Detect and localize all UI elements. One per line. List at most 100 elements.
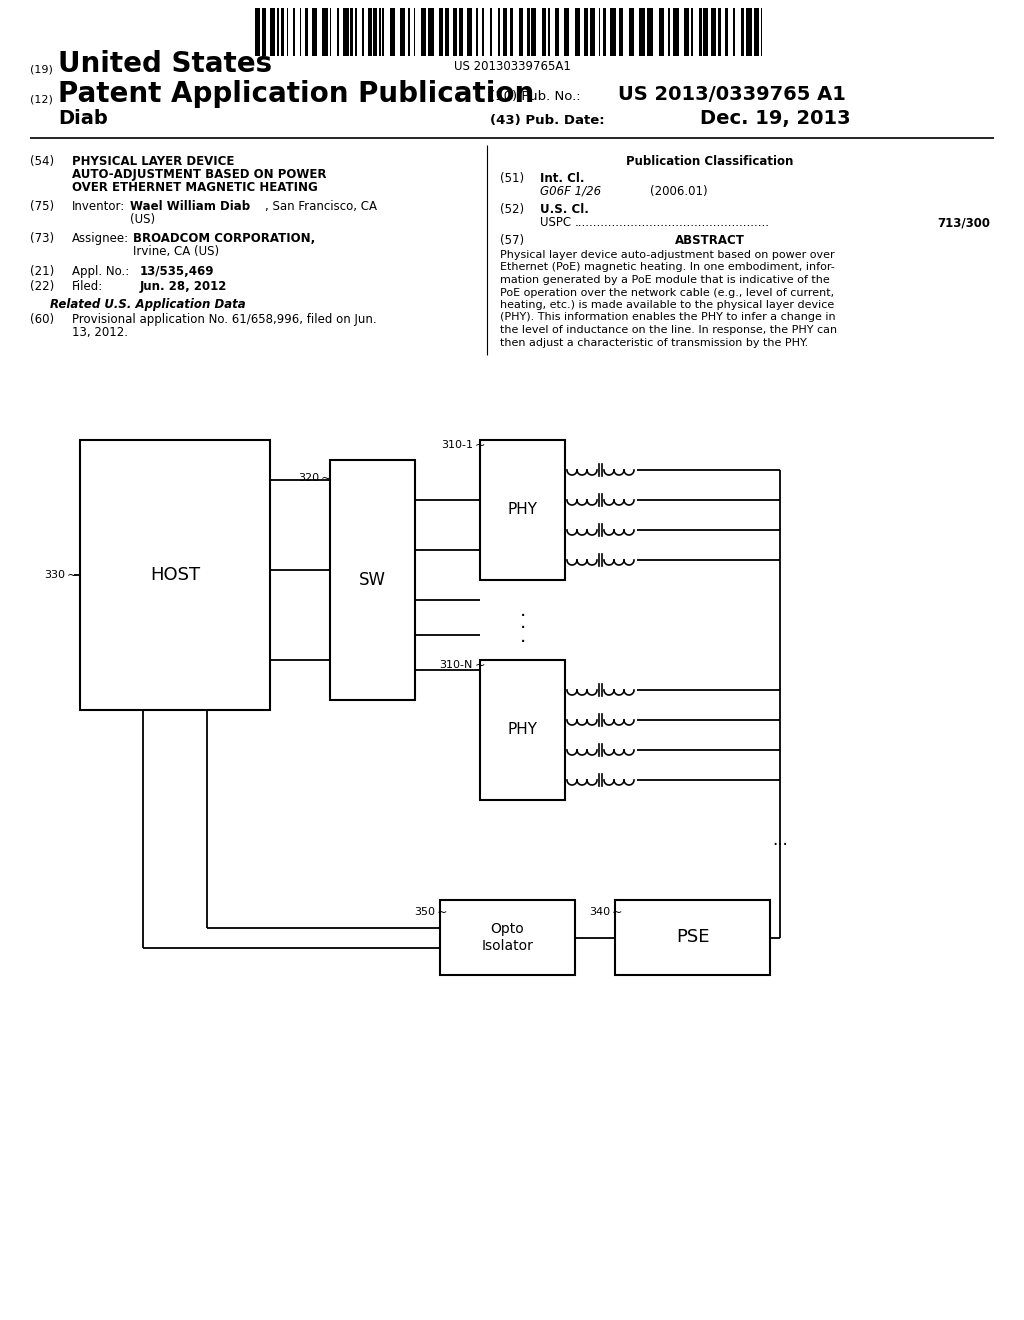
Bar bbox=[281, 8, 284, 55]
Text: (73): (73) bbox=[30, 232, 54, 246]
Text: Provisional application No. 61/658,996, filed on Jun.: Provisional application No. 61/658,996, … bbox=[72, 313, 377, 326]
Text: USPC: USPC bbox=[540, 216, 571, 228]
Text: 310-N: 310-N bbox=[439, 660, 473, 671]
Text: PHYSICAL LAYER DEVICE: PHYSICAL LAYER DEVICE bbox=[72, 154, 234, 168]
Bar bbox=[668, 8, 670, 55]
Text: (21): (21) bbox=[30, 265, 54, 279]
Text: mation generated by a PoE module that is indicative of the: mation generated by a PoE module that is… bbox=[500, 275, 829, 285]
Bar bbox=[440, 900, 575, 975]
Bar bbox=[629, 8, 634, 55]
Text: (19): (19) bbox=[30, 63, 53, 74]
Text: ~: ~ bbox=[437, 906, 447, 919]
Text: Wael William Diab: Wael William Diab bbox=[130, 201, 250, 213]
Text: Physical layer device auto-adjustment based on power over: Physical layer device auto-adjustment ba… bbox=[500, 249, 835, 260]
Text: .: . bbox=[519, 601, 525, 619]
Text: ~: ~ bbox=[67, 569, 78, 582]
Text: then adjust a characteristic of transmission by the PHY.: then adjust a characteristic of transmis… bbox=[500, 338, 808, 347]
Bar bbox=[711, 8, 716, 55]
Text: PoE operation over the network cable (e.g., level of current,: PoE operation over the network cable (e.… bbox=[500, 288, 835, 297]
Text: (57): (57) bbox=[500, 234, 524, 247]
Bar bbox=[293, 8, 295, 55]
Bar bbox=[270, 8, 275, 55]
Bar bbox=[732, 8, 734, 55]
Bar bbox=[408, 8, 410, 55]
Bar bbox=[518, 8, 522, 55]
Bar bbox=[761, 8, 762, 55]
Bar bbox=[526, 8, 529, 55]
Text: 330: 330 bbox=[44, 570, 65, 579]
Text: Appl. No.:: Appl. No.: bbox=[72, 265, 129, 279]
Bar bbox=[287, 8, 288, 55]
Bar bbox=[480, 440, 565, 579]
Text: (12): (12) bbox=[30, 94, 53, 104]
Bar bbox=[467, 8, 471, 55]
Bar bbox=[444, 8, 449, 55]
Text: Ethernet (PoE) magnetic heating. In one embodiment, infor-: Ethernet (PoE) magnetic heating. In one … bbox=[500, 263, 835, 272]
Bar bbox=[299, 8, 301, 55]
Text: 320: 320 bbox=[298, 473, 319, 483]
Bar bbox=[564, 8, 569, 55]
Text: Jun. 28, 2012: Jun. 28, 2012 bbox=[140, 280, 227, 293]
Bar bbox=[698, 8, 701, 55]
Bar bbox=[745, 8, 752, 55]
Text: PSE: PSE bbox=[676, 928, 710, 946]
Bar bbox=[330, 459, 415, 700]
Text: (52): (52) bbox=[500, 203, 524, 216]
Bar bbox=[646, 8, 652, 55]
Bar bbox=[690, 8, 692, 55]
Bar bbox=[480, 660, 565, 800]
Text: OVER ETHERNET MAGNETIC HEATING: OVER ETHERNET MAGNETIC HEATING bbox=[72, 181, 317, 194]
Text: , San Francisco, CA: , San Francisco, CA bbox=[265, 201, 377, 213]
Bar bbox=[438, 8, 442, 55]
Bar bbox=[703, 8, 708, 55]
Text: Irvine, CA (US): Irvine, CA (US) bbox=[133, 246, 219, 257]
Text: (22): (22) bbox=[30, 280, 54, 293]
Bar bbox=[590, 8, 595, 55]
Bar bbox=[80, 440, 270, 710]
Bar bbox=[555, 8, 559, 55]
Text: ~: ~ bbox=[321, 471, 332, 484]
Bar bbox=[475, 8, 477, 55]
Text: 13/535,469: 13/535,469 bbox=[140, 265, 214, 279]
Text: 350: 350 bbox=[414, 907, 435, 917]
Bar bbox=[427, 8, 433, 55]
Bar bbox=[414, 8, 415, 55]
Bar bbox=[489, 8, 492, 55]
Text: Diab: Diab bbox=[58, 110, 108, 128]
Text: United States: United States bbox=[58, 50, 272, 78]
Text: (43) Pub. Date:: (43) Pub. Date: bbox=[490, 114, 604, 127]
Text: Related U.S. Application Data: Related U.S. Application Data bbox=[50, 298, 246, 312]
Text: SW: SW bbox=[359, 572, 386, 589]
Text: Patent Application Publication: Patent Application Publication bbox=[58, 81, 535, 108]
Text: 310-1: 310-1 bbox=[441, 440, 473, 450]
Bar bbox=[503, 8, 507, 55]
Bar bbox=[548, 8, 550, 55]
Text: (60): (60) bbox=[30, 313, 54, 326]
Bar bbox=[639, 8, 645, 55]
Text: Inventor:: Inventor: bbox=[72, 201, 125, 213]
Text: heating, etc.) is made available to the physical layer device: heating, etc.) is made available to the … bbox=[500, 300, 835, 310]
Bar bbox=[354, 8, 356, 55]
Bar bbox=[459, 8, 463, 55]
Text: BROADCOM CORPORATION,: BROADCOM CORPORATION, bbox=[133, 232, 315, 246]
Text: 713/300: 713/300 bbox=[937, 216, 990, 228]
Bar bbox=[718, 8, 721, 55]
Text: U.S. Cl.: U.S. Cl. bbox=[540, 203, 589, 216]
Text: Publication Classification: Publication Classification bbox=[627, 154, 794, 168]
Text: G06F 1/26: G06F 1/26 bbox=[540, 185, 601, 198]
Bar bbox=[337, 8, 339, 55]
Bar bbox=[481, 8, 483, 55]
Bar bbox=[683, 8, 688, 55]
Bar bbox=[603, 8, 606, 55]
Text: 340: 340 bbox=[589, 907, 610, 917]
Bar bbox=[350, 8, 353, 55]
Bar bbox=[361, 8, 364, 55]
Bar bbox=[255, 8, 260, 55]
Bar bbox=[610, 8, 616, 55]
Bar bbox=[725, 8, 727, 55]
Text: AUTO-ADJUSTMENT BASED ON POWER: AUTO-ADJUSTMENT BASED ON POWER bbox=[72, 168, 327, 181]
Text: ~: ~ bbox=[475, 438, 485, 451]
Bar bbox=[754, 8, 759, 55]
Bar bbox=[305, 8, 308, 55]
Bar bbox=[615, 900, 770, 975]
